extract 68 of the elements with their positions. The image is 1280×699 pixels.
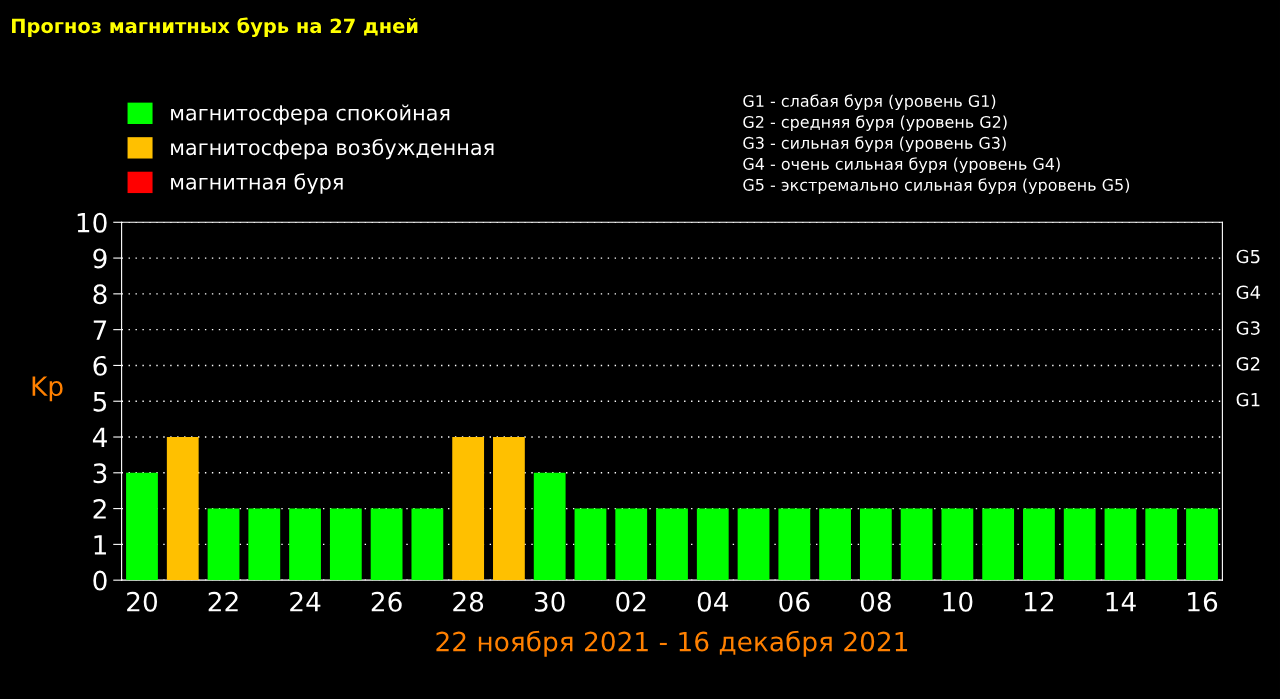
- bar: [900, 508, 933, 581]
- text: G5 - экстремально сильная буря (уровень G5): [743, 178, 1130, 194]
- bar: [1145, 508, 1178, 581]
- text: G2: [1236, 357, 1260, 371]
- x-tick-label: 02: [616, 591, 646, 612]
- legend-label: магнитная буря: [171, 173, 343, 194]
- y-tick-label: 0: [93, 570, 107, 591]
- y-tick-label: 6: [93, 355, 107, 376]
- bar: [1186, 508, 1218, 581]
- bar: [1104, 508, 1137, 581]
- y-axis-title: Kp: [32, 376, 63, 402]
- x-tick-label: 20: [127, 591, 158, 612]
- bar: [1063, 508, 1096, 581]
- x-tick-label: 16: [1188, 591, 1218, 612]
- x-tick-label: 22: [208, 591, 238, 612]
- text: G3 - сильная буря (уровень G3): [743, 136, 1006, 153]
- x-axis-title: 22 ноября 2021 - 16 декабря 2021: [436, 630, 908, 657]
- legend-label: магнитосфера спокойная: [171, 104, 450, 125]
- bar: [574, 508, 607, 581]
- bar: [452, 437, 485, 581]
- text: G4: [1236, 285, 1261, 300]
- bar: [533, 472, 566, 581]
- y-tick-label: 4: [92, 427, 107, 448]
- bar: [493, 437, 525, 581]
- x-tick-label: 08: [860, 591, 891, 612]
- bar: [248, 508, 281, 581]
- y-tick-label: 5: [93, 392, 107, 412]
- chart-title: Прогноз магнитных бурь на 27 дней: [12, 17, 418, 38]
- bar: [696, 508, 729, 581]
- bar: [982, 508, 1015, 581]
- bar: [289, 508, 321, 581]
- text: G1: [1236, 392, 1260, 407]
- x-tick-label: 26: [371, 591, 402, 612]
- x-tick-label: 12: [1025, 591, 1054, 612]
- x-tick-label: 06: [779, 591, 810, 612]
- x-tick-label: 30: [534, 591, 565, 612]
- y-tick-label: 8: [93, 284, 107, 305]
- bar: [656, 508, 688, 581]
- x-tick-label: 04: [697, 591, 729, 612]
- y-tick-label: 3: [93, 463, 107, 484]
- bar: [411, 508, 444, 581]
- bar: [207, 508, 240, 581]
- bar: [126, 472, 158, 581]
- bar: [778, 508, 811, 581]
- bar: [1023, 508, 1055, 581]
- y-tick-label: 2: [93, 499, 106, 519]
- y-tick-label: 9: [93, 248, 107, 269]
- bar: [859, 508, 892, 581]
- y-tick-label: 1: [94, 535, 106, 555]
- x-tick-label: 24: [290, 591, 321, 612]
- text: G3: [1236, 321, 1260, 335]
- y-tick-label: 7: [93, 320, 107, 340]
- bar: [819, 508, 851, 581]
- x-tick-label: 10: [943, 591, 973, 612]
- text: G5: [1236, 249, 1260, 264]
- y-tick-label: 10: [77, 212, 107, 233]
- bar: [615, 508, 648, 581]
- x-tick-label: 28: [453, 591, 484, 612]
- text: G4 - очень сильная буря (уровень G4): [743, 157, 1060, 174]
- bar: [370, 508, 403, 581]
- bar: [941, 508, 974, 581]
- text: G2 - средняя буря (уровень G2): [743, 115, 1007, 132]
- bar: [737, 508, 770, 581]
- bar: [329, 508, 362, 581]
- x-tick-label: 14: [1106, 592, 1136, 612]
- text: G1 - слабая буря (уровень G1): [743, 94, 996, 111]
- legend-label: магнитосфера возбужденная: [171, 138, 494, 160]
- bar: [166, 437, 199, 581]
